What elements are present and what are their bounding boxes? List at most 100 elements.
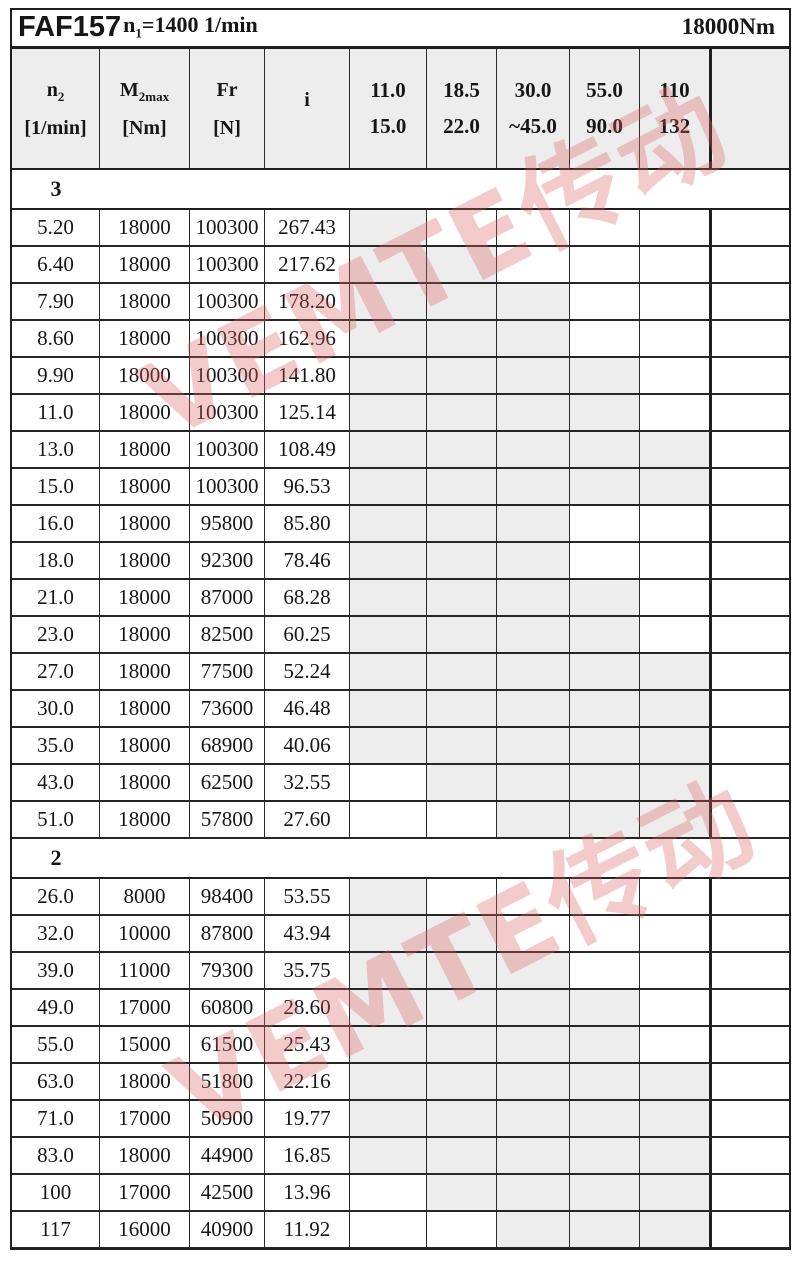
power-cell-4 <box>570 469 640 504</box>
section-label: 3 <box>50 176 62 201</box>
cell-m2max: 18000 <box>100 654 190 689</box>
header-cell-power-4: 55.0 90.0 <box>570 49 640 168</box>
cell-i: 267.43 <box>265 210 350 245</box>
cell-m2max: 15000 <box>100 1027 190 1062</box>
power-cell-4 <box>570 395 640 430</box>
cell-i: 43.94 <box>265 916 350 951</box>
cell-i: 19.77 <box>265 1101 350 1136</box>
cell-i: 27.60 <box>265 802 350 837</box>
table-body: 3 5.20 18000 100300 267.43 6.40 18000 100300 217… <box>12 170 789 1248</box>
power-cell-4 <box>570 728 640 763</box>
cell-n2: 27.0 <box>12 654 100 689</box>
cell-m2max: 18000 <box>100 580 190 615</box>
table-row: 13.0 18000 100300 108.49 <box>12 432 789 469</box>
power-cell-empty <box>712 432 789 467</box>
cell-i: 125.14 <box>265 395 350 430</box>
cell-fr: 77500 <box>190 654 265 689</box>
power-cell-5 <box>640 1064 712 1099</box>
cell-n2: 39.0 <box>12 953 100 988</box>
header-m2max-symbol: M2max <box>119 78 170 104</box>
power-cell-5 <box>640 210 712 245</box>
power-cell-3 <box>497 247 570 282</box>
power-cell-2 <box>427 879 497 914</box>
power-cell-empty <box>712 580 789 615</box>
power-cell-2 <box>427 1175 497 1210</box>
power-cell-2 <box>427 916 497 951</box>
header-cell-power-3: 30.0 ~45.0 <box>497 49 570 168</box>
cell-fr: 100300 <box>190 432 265 467</box>
cell-n2: 43.0 <box>12 765 100 800</box>
section-label: 2 <box>50 845 62 870</box>
section-row: 3 <box>12 170 789 210</box>
cell-m2max: 18000 <box>100 765 190 800</box>
header-n2-symbol: n2 <box>46 78 65 104</box>
cell-m2max: 18000 <box>100 543 190 578</box>
table-row: 7.90 18000 100300 178.20 <box>12 284 789 321</box>
power-cell-2 <box>427 543 497 578</box>
cell-i: 108.49 <box>265 432 350 467</box>
power-cell-5 <box>640 728 712 763</box>
cell-m2max: 18000 <box>100 321 190 356</box>
power-cell-5 <box>640 506 712 541</box>
power-cell-1 <box>350 321 427 356</box>
power-cell-1 <box>350 691 427 726</box>
power-cell-3 <box>497 210 570 245</box>
cell-i: 68.28 <box>265 580 350 615</box>
table-row: 55.0 15000 61500 25.43 <box>12 1027 789 1064</box>
table-row: 15.0 18000 100300 96.53 <box>12 469 789 506</box>
power-cell-4 <box>570 990 640 1025</box>
cell-m2max: 18000 <box>100 358 190 393</box>
power-cell-5 <box>640 247 712 282</box>
power-cell-2 <box>427 617 497 652</box>
cell-m2max: 18000 <box>100 617 190 652</box>
power-cell-2 <box>427 953 497 988</box>
power-cell-4 <box>570 321 640 356</box>
power-cell-3 <box>497 953 570 988</box>
power-cell-5 <box>640 654 712 689</box>
power-cell-4 <box>570 1212 640 1247</box>
table-row: 39.0 11000 79300 35.75 <box>12 953 789 990</box>
power-cell-3 <box>497 543 570 578</box>
power-cell-3 <box>497 469 570 504</box>
power-cell-4 <box>570 506 640 541</box>
cell-i: 46.48 <box>265 691 350 726</box>
power-cell-2 <box>427 1064 497 1099</box>
cell-n2: 83.0 <box>12 1138 100 1173</box>
header-fr-symbol: Fr <box>216 78 238 101</box>
cell-fr: 51800 <box>190 1064 265 1099</box>
cell-n2: 49.0 <box>12 990 100 1025</box>
power-cell-1 <box>350 432 427 467</box>
cell-n2: 11.0 <box>12 395 100 430</box>
cell-m2max: 18000 <box>100 728 190 763</box>
cell-m2max: 18000 <box>100 247 190 282</box>
cell-m2max: 18000 <box>100 284 190 319</box>
power-cell-5 <box>640 916 712 951</box>
cell-m2max: 10000 <box>100 916 190 951</box>
cell-n2: 13.0 <box>12 432 100 467</box>
cell-n2: 51.0 <box>12 802 100 837</box>
power-cell-4 <box>570 879 640 914</box>
power-cell-empty <box>712 247 789 282</box>
power-cell-5 <box>640 802 712 837</box>
cell-fr: 60800 <box>190 990 265 1025</box>
power-cell-2 <box>427 469 497 504</box>
cell-n2: 9.90 <box>12 358 100 393</box>
cell-n2: 7.90 <box>12 284 100 319</box>
power-cell-3 <box>497 617 570 652</box>
power-cell-5 <box>640 765 712 800</box>
cell-n2: 16.0 <box>12 506 100 541</box>
power-cell-empty <box>712 506 789 541</box>
power-cell-5 <box>640 358 712 393</box>
table-row: 16.0 18000 95800 85.80 <box>12 506 789 543</box>
cell-n2: 35.0 <box>12 728 100 763</box>
power-cell-3 <box>497 432 570 467</box>
power-cell-3 <box>497 580 570 615</box>
table-row: 51.0 18000 57800 27.60 <box>12 802 789 839</box>
title-bar: FAF157 n1=1400 1/min 18000Nm <box>12 10 789 49</box>
cell-fr: 61500 <box>190 1027 265 1062</box>
power-cell-empty <box>712 358 789 393</box>
power-cell-1 <box>350 469 427 504</box>
power-cell-4 <box>570 765 640 800</box>
cell-i: 22.16 <box>265 1064 350 1099</box>
power-cell-5 <box>640 990 712 1025</box>
